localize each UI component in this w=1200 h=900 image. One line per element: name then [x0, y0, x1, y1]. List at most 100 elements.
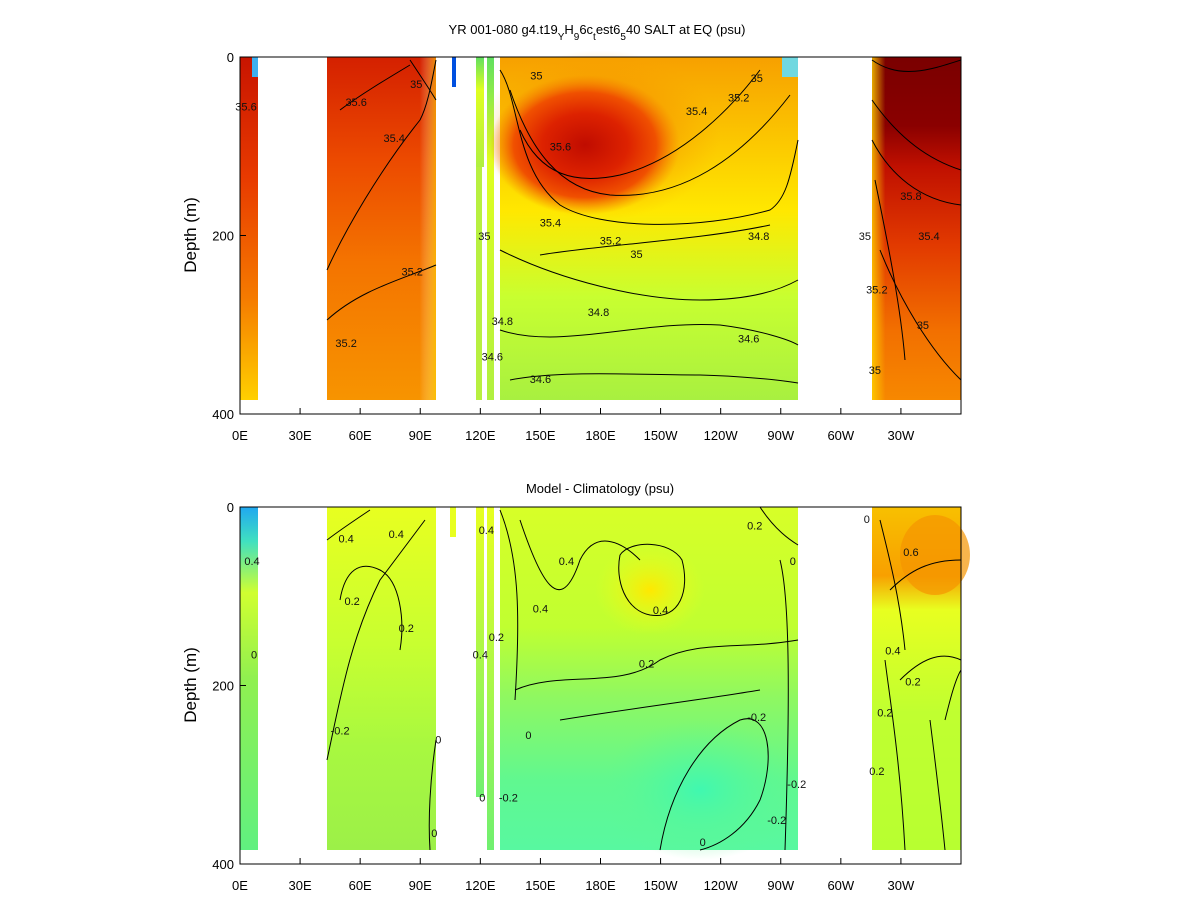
- salt-contour-label: 35.2: [866, 285, 887, 297]
- salt-contour-label: 35: [630, 249, 642, 261]
- salt-y-axis-label: Depth (m): [181, 197, 200, 273]
- salt-y-tick-label: 400: [212, 407, 234, 422]
- salt-x-tick-label: 30E: [289, 428, 312, 443]
- anomaly-contour-label: 0.4: [389, 529, 404, 541]
- salt-contour-label: 34.8: [492, 316, 513, 328]
- anomaly-contour-label: 0.4: [338, 534, 353, 546]
- salt-contour-label: 35: [869, 365, 881, 377]
- anomaly-contour-label: 0.2: [747, 520, 762, 532]
- salt-panel: YR 001-080 g4.t19YH96ctest6540 SALT at E…: [181, 22, 962, 443]
- anomaly-contour-label: -0.2: [331, 726, 350, 738]
- salt-x-tick-label: 150E: [525, 428, 556, 443]
- salt-panel-title: YR 001-080 g4.t19YH96ctest6540 SALT at E…: [449, 22, 746, 43]
- salt-x-tick-label: 150W: [644, 428, 679, 443]
- anomaly-x-tick-label: 90W: [767, 878, 794, 893]
- salt-contour-label: 35: [478, 231, 490, 243]
- anomaly-y-tick-label: 200: [212, 679, 234, 694]
- anomaly-contour-label: 0.4: [559, 556, 574, 568]
- salt-contour-label: 35: [751, 73, 763, 85]
- anomaly-x-tick-label: 60E: [349, 878, 372, 893]
- salt-contour-label: 35: [859, 231, 871, 243]
- salt-x-tick-label: 90E: [409, 428, 432, 443]
- anomaly-y-tick-label: 0: [227, 500, 234, 515]
- salt-contour-label: 35.8: [900, 191, 921, 203]
- salt-contour-label: 35.2: [402, 267, 423, 279]
- salt-axis-ticks: 0E 30E 60E 90E 120E 150E 180E 150W 120W 90W 60W 30W…: [212, 50, 915, 443]
- salt-contour-label: 35.2: [728, 93, 749, 105]
- anomaly-contour-label: -0.2: [767, 815, 786, 827]
- anomaly-contour-label: 0.4: [653, 605, 668, 617]
- anomaly-x-tick-label: 30W: [888, 878, 915, 893]
- anomaly-axis-ticks: 0E 30E 60E 90E 120E 150E 180E 150W 120W 90W 60W 30W…: [212, 500, 915, 893]
- salt-contour-label: 34.6: [738, 334, 759, 346]
- anomaly-contour-label: 0.4: [473, 650, 488, 662]
- salt-contour-label: 35.2: [600, 235, 621, 247]
- anomaly-contour-label: 0.2: [639, 659, 654, 671]
- anomaly-panel-title: Model - Climatology (psu): [526, 481, 674, 496]
- salt-contour-label: 35.6: [345, 97, 366, 109]
- anomaly-contour-label: 0: [700, 837, 706, 849]
- anomaly-x-tick-label: 150E: [525, 878, 556, 893]
- salt-x-tick-label: 60W: [827, 428, 854, 443]
- anomaly-contour-label: 0.2: [345, 596, 360, 608]
- anomaly-contour-label: 0: [435, 735, 441, 747]
- anomaly-contour-label: 0.2: [399, 623, 414, 635]
- salt-contour-label: 35.4: [686, 106, 707, 118]
- anomaly-contour-label: -0.2: [747, 712, 766, 724]
- anomaly-x-tick-label: 120E: [465, 878, 496, 893]
- anomaly-contour-label: 0: [431, 828, 437, 840]
- salt-contour-label: 34.8: [748, 231, 769, 243]
- salt-contour-label: 35: [410, 79, 422, 91]
- salt-y-tick-label: 0: [227, 50, 234, 65]
- anomaly-x-tick-label: 180E: [585, 878, 616, 893]
- anomaly-contour-label: 0.2: [869, 766, 884, 778]
- anomaly-x-tick-label: 0E: [232, 878, 248, 893]
- anomaly-panel: Model - Climatology (psu): [181, 481, 970, 893]
- salt-contour-label: 35: [530, 70, 542, 82]
- anomaly-contour-label: 0: [525, 730, 531, 742]
- salt-contour-label: 35.4: [918, 231, 939, 243]
- anomaly-contour-label: 0.4: [479, 525, 494, 537]
- anomaly-contour-label: 0.4: [885, 645, 900, 657]
- anomaly-y-tick-label: 400: [212, 857, 234, 872]
- salt-contour-label: 35.6: [235, 102, 256, 114]
- anomaly-contour-label: 0.4: [244, 556, 259, 568]
- anomaly-contour-label: 0.6: [903, 547, 918, 559]
- salt-x-tick-label: 120E: [465, 428, 496, 443]
- salt-field: 35.6 35.63535.435.235.2353535.635.435.235…: [235, 50, 962, 400]
- anomaly-contour-label: 0: [864, 514, 870, 526]
- anomaly-contour-label: -0.2: [499, 793, 518, 805]
- anomaly-contour-label: 0: [479, 793, 485, 805]
- salt-contour-label: 35.4: [384, 133, 405, 145]
- salt-contour-label: 35: [917, 320, 929, 332]
- salt-contour-labels: 35.6 35.63535.435.235.2353535.635.435.235…: [235, 70, 939, 385]
- salt-contour-label: 35.6: [550, 142, 571, 154]
- salt-contour-label: 34.6: [482, 351, 503, 363]
- anomaly-x-tick-label: 30E: [289, 878, 312, 893]
- salt-x-tick-label: 90W: [767, 428, 794, 443]
- anomaly-contour-label: 0.2: [489, 632, 504, 644]
- anomaly-x-tick-label: 120W: [704, 878, 739, 893]
- salt-y-tick-label: 200: [212, 229, 234, 244]
- anomaly-y-axis-label: Depth (m): [181, 647, 200, 723]
- anomaly-contour-label: -0.2: [787, 779, 806, 791]
- salt-x-tick-label: 60E: [349, 428, 372, 443]
- salt-x-tick-label: 180E: [585, 428, 616, 443]
- salt-x-tick-label: 120W: [704, 428, 739, 443]
- anomaly-x-tick-label: 60W: [827, 878, 854, 893]
- salt-contour-label: 35.2: [335, 338, 356, 350]
- anomaly-contour-label: 0: [251, 650, 257, 662]
- anomaly-field: 0.4 0.40.40.20.20-0.200.40.40.20.40.4 0.40…: [240, 506, 970, 860]
- anomaly-contour-label: 0.4: [533, 603, 548, 615]
- salt-contour-label: 34.8: [588, 307, 609, 319]
- salt-contour-label: 35.4: [540, 218, 561, 230]
- anomaly-contour-label: 0.2: [905, 677, 920, 689]
- anomaly-x-tick-label: 150W: [644, 878, 679, 893]
- anomaly-contour-label: 0.2: [877, 708, 892, 720]
- anomaly-contour-labels: 0.4 0.40.40.20.20-0.200.40.40.20.40.4 0.40…: [244, 514, 920, 849]
- salt-x-tick-label: 0E: [232, 428, 248, 443]
- salt-x-tick-label: 30W: [888, 428, 915, 443]
- anomaly-contour-label: 0: [790, 556, 796, 568]
- anomaly-x-tick-label: 90E: [409, 878, 432, 893]
